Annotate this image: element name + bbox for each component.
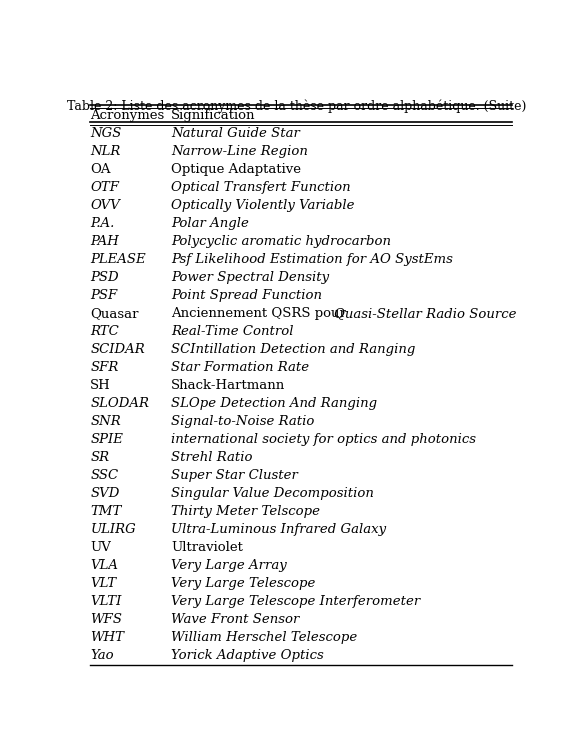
Text: WHT: WHT <box>90 631 124 645</box>
Text: UV: UV <box>90 541 111 554</box>
Text: SFR: SFR <box>90 362 119 374</box>
Text: SVD: SVD <box>90 488 120 501</box>
Text: PSD: PSD <box>90 271 119 285</box>
Text: PSF: PSF <box>90 289 118 303</box>
Text: SH: SH <box>90 380 111 393</box>
Text: NGS: NGS <box>90 128 122 140</box>
Text: VLA: VLA <box>90 559 118 572</box>
Text: Polar Angle: Polar Angle <box>171 217 249 230</box>
Text: Very Large Array: Very Large Array <box>171 559 287 572</box>
Text: Yao: Yao <box>90 649 114 662</box>
Text: RTC: RTC <box>90 325 119 338</box>
Text: Quasi-Stellar Radio Source: Quasi-Stellar Radio Source <box>334 307 516 320</box>
Text: Optically Violently Variable: Optically Violently Variable <box>171 199 354 212</box>
Text: Acronymes: Acronymes <box>90 109 164 122</box>
Text: P.A.: P.A. <box>90 217 115 230</box>
Text: Real-Time Control: Real-Time Control <box>171 325 294 338</box>
Text: Psf Likelihood Estimation for AO SystEms: Psf Likelihood Estimation for AO SystEms <box>171 254 453 267</box>
Text: Table 2: Liste des acronymes de la thèse par ordre alphabétique. (Suite): Table 2: Liste des acronymes de la thèse… <box>67 100 526 112</box>
Text: OVV: OVV <box>90 199 120 212</box>
Text: Thirty Meter Telscope: Thirty Meter Telscope <box>171 505 320 519</box>
Text: Yorick Adaptive Optics: Yorick Adaptive Optics <box>171 649 324 662</box>
Text: Natural Guide Star: Natural Guide Star <box>171 128 300 140</box>
Text: Star Formation Rate: Star Formation Rate <box>171 362 309 374</box>
Text: WFS: WFS <box>90 614 122 627</box>
Text: international society for optics and photonics: international society for optics and pho… <box>171 433 476 446</box>
Text: Quasar: Quasar <box>90 307 139 320</box>
Text: VLTI: VLTI <box>90 596 122 609</box>
Text: NLR: NLR <box>90 146 120 159</box>
Text: Polycyclic aromatic hydrocarbon: Polycyclic aromatic hydrocarbon <box>171 236 391 248</box>
Text: Ultra-Luminous Infrared Galaxy: Ultra-Luminous Infrared Galaxy <box>171 523 386 537</box>
Text: Singular Value Decomposition: Singular Value Decomposition <box>171 488 374 501</box>
Text: Wave Front Sensor: Wave Front Sensor <box>171 614 299 627</box>
Text: TMT: TMT <box>90 505 122 519</box>
Text: SSC: SSC <box>90 470 119 482</box>
Text: OA: OA <box>90 163 111 177</box>
Text: OTF: OTF <box>90 181 119 194</box>
Text: Narrow-Line Region: Narrow-Line Region <box>171 146 308 159</box>
Text: SCIDAR: SCIDAR <box>90 344 145 356</box>
Text: Optique Adaptative: Optique Adaptative <box>171 163 301 177</box>
Text: PLEASE: PLEASE <box>90 254 146 267</box>
Text: SCIntillation Detection and Ranging: SCIntillation Detection and Ranging <box>171 344 416 356</box>
Text: Power Spectral Density: Power Spectral Density <box>171 271 329 285</box>
Text: Optical Transfert Function: Optical Transfert Function <box>171 181 351 194</box>
Text: Strehl Ratio: Strehl Ratio <box>171 451 252 464</box>
Text: SLODAR: SLODAR <box>90 397 149 411</box>
Text: Very Large Telescope Interferometer: Very Large Telescope Interferometer <box>171 596 420 609</box>
Text: VLT: VLT <box>90 578 116 590</box>
Text: SNR: SNR <box>90 415 121 428</box>
Text: PAH: PAH <box>90 236 119 248</box>
Text: Shack-Hartmann: Shack-Hartmann <box>171 380 285 393</box>
Text: William Herschel Telescope: William Herschel Telescope <box>171 631 357 645</box>
Text: Signification: Signification <box>171 109 255 122</box>
Text: Super Star Cluster: Super Star Cluster <box>171 470 298 482</box>
Text: Very Large Telescope: Very Large Telescope <box>171 578 316 590</box>
Text: Anciennement QSRS pour: Anciennement QSRS pour <box>171 307 350 320</box>
Text: Signal-to-Noise Ratio: Signal-to-Noise Ratio <box>171 415 314 428</box>
Text: SLOpe Detection And Ranging: SLOpe Detection And Ranging <box>171 397 378 411</box>
Text: Ultraviolet: Ultraviolet <box>171 541 243 554</box>
Text: SPIE: SPIE <box>90 433 123 446</box>
Text: ULIRG: ULIRG <box>90 523 136 537</box>
Text: Point Spread Function: Point Spread Function <box>171 289 322 303</box>
Text: SR: SR <box>90 451 109 464</box>
